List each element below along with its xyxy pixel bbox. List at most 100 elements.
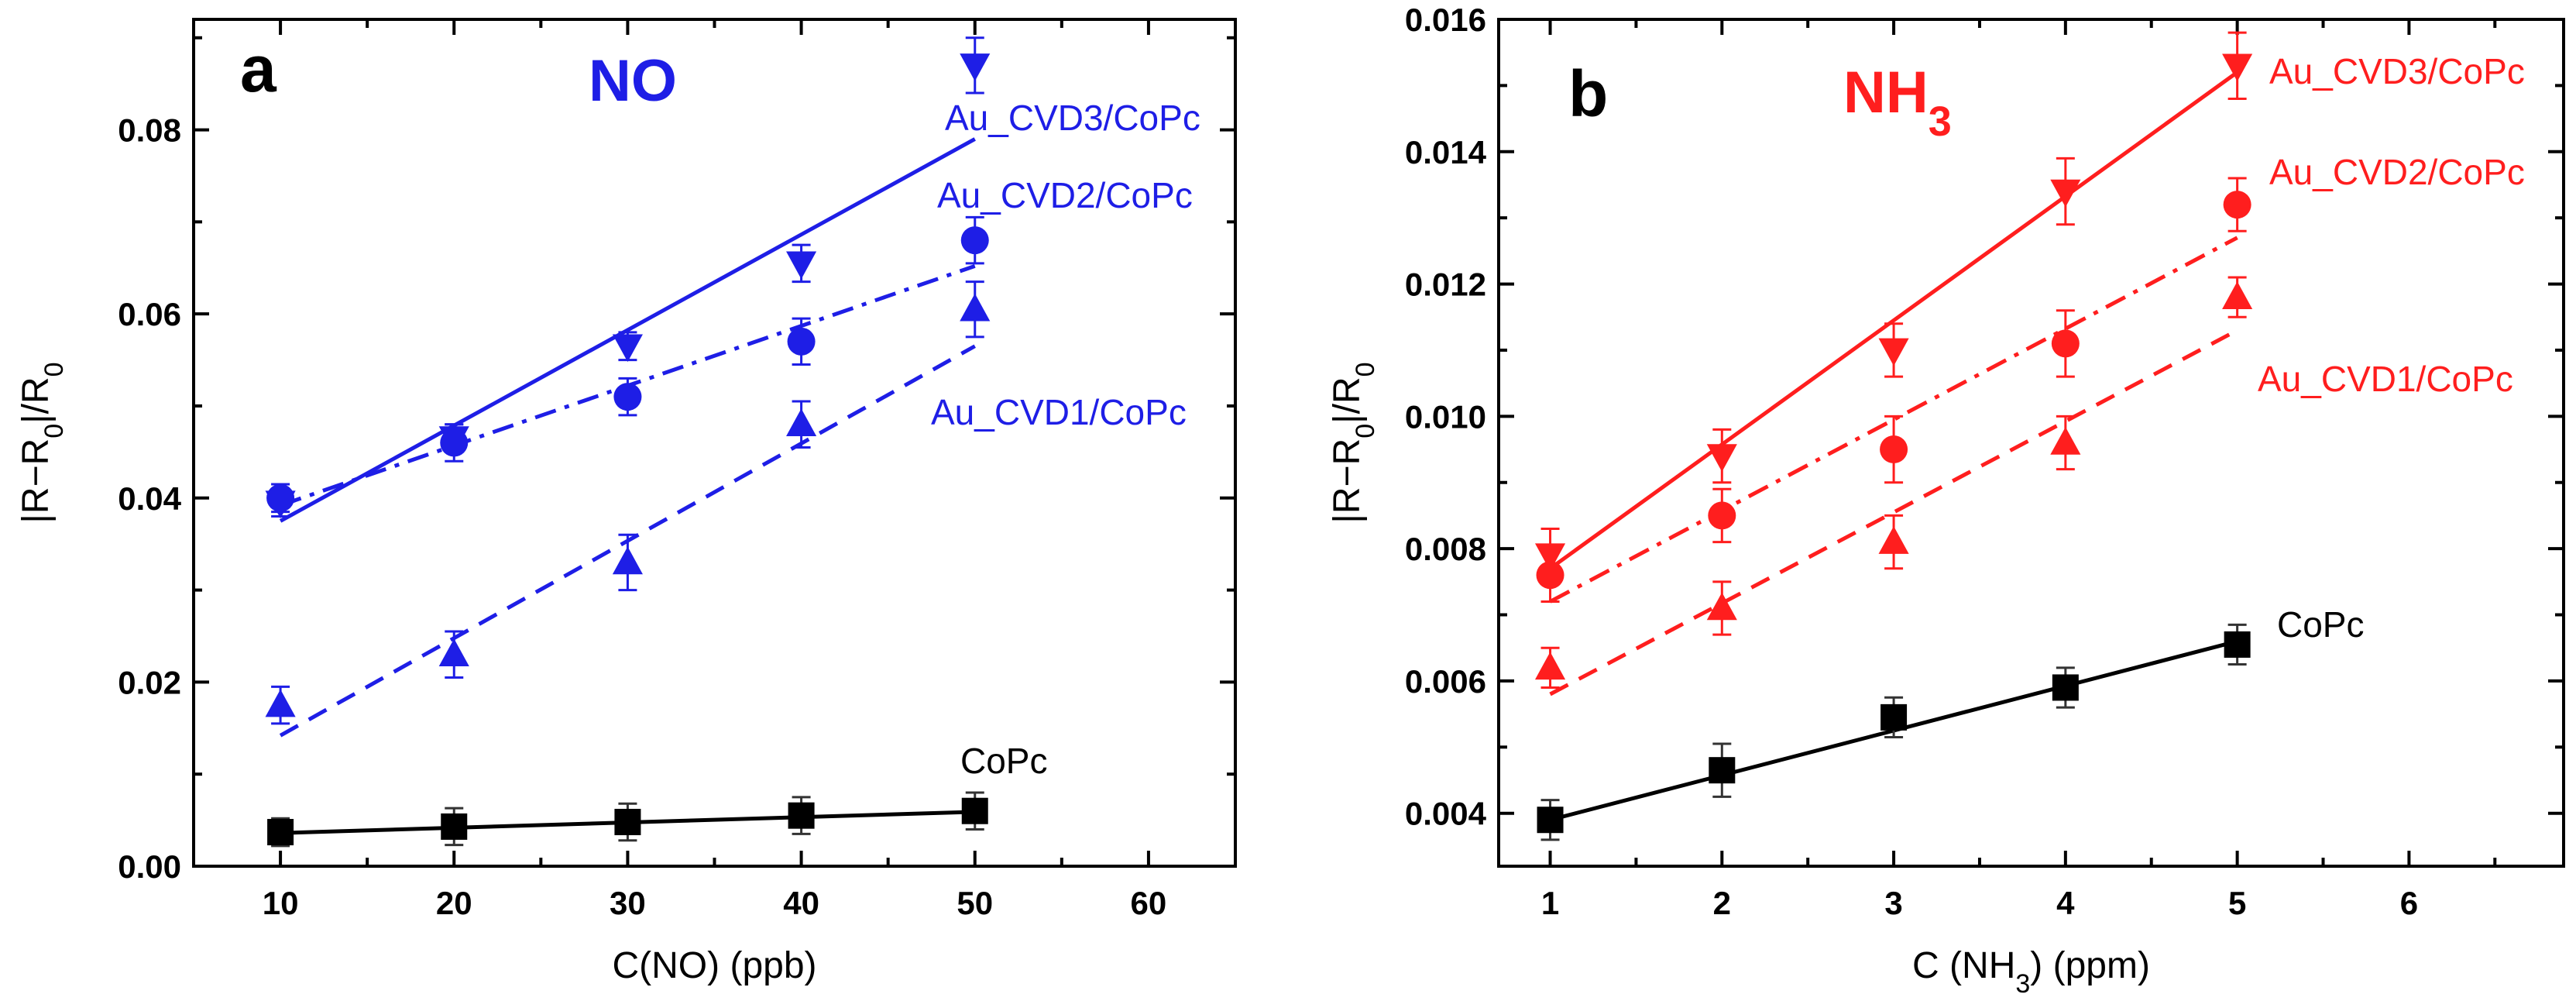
x-tick-label: 20	[436, 885, 472, 921]
y-axis-label-part: 0	[1351, 424, 1380, 439]
x-tick-label: 3	[1884, 885, 1902, 921]
y-tick-label: 0.04	[118, 480, 181, 517]
y-axis-label-part: 0	[1351, 362, 1380, 377]
x-tick-label: 30	[610, 885, 646, 921]
data-point	[2051, 329, 2080, 358]
data-point	[2222, 281, 2253, 309]
data-point	[2224, 631, 2251, 658]
y-tick-label: 0.08	[118, 112, 181, 149]
y-tick-label: 0.014	[1405, 134, 1487, 170]
data-point	[267, 819, 294, 846]
panel-letter: a	[240, 33, 277, 105]
y-tick-label: 0.008	[1405, 531, 1486, 567]
data-point	[1709, 757, 1736, 784]
x-tick-label: 10	[263, 885, 299, 921]
data-point	[1534, 652, 1566, 680]
data-point	[1706, 444, 1737, 472]
y-tick-label: 0.00	[118, 848, 181, 885]
y-tick-label: 0.006	[1405, 663, 1486, 700]
series-copc: CoPc	[267, 741, 1047, 848]
data-point	[2222, 53, 2253, 82]
x-axis-label-part: 3	[2015, 969, 2030, 999]
data-point	[960, 293, 991, 322]
data-point	[960, 226, 989, 255]
series-label: Au_CVD1/CoPc	[2258, 359, 2513, 399]
y-axis-label-part: 0	[39, 362, 69, 377]
data-point	[1878, 338, 1909, 366]
data-point	[612, 546, 643, 575]
x-tick-label: 60	[1131, 885, 1167, 921]
series-au-cvd1-copc: Au_CVD1/CoPc	[1534, 276, 2513, 697]
data-point	[786, 251, 817, 280]
panel-b-nh3-chart: 1 2 3 4 5 6 0.004 0.006 0.008 0.010 0.012 0.014 0.01…	[1327, 2, 2565, 999]
panel-a-no-chart: 10 20 30 40 50 600.000.020.040.060.08|R−R0|/R…	[15, 18, 1237, 986]
data-point	[266, 483, 295, 512]
plot-frame	[192, 18, 1237, 868]
plot-frame	[1497, 18, 2565, 868]
y-tick-label: 0.012	[1405, 267, 1486, 303]
data-point	[614, 808, 641, 835]
series-label: CoPc	[2277, 604, 2364, 645]
panel-title-part: NH	[1843, 60, 1929, 126]
data-point	[613, 383, 642, 411]
data-point	[440, 428, 469, 457]
panel-letter: b	[1568, 57, 1608, 130]
y-axis-label-part: |/R	[1327, 377, 1368, 423]
series-label: Au_CVD3/CoPc	[2269, 51, 2525, 91]
fit-line	[279, 137, 976, 523]
data-point	[1536, 561, 1564, 590]
data-point	[1708, 501, 1736, 530]
data-point	[1537, 807, 1564, 834]
y-tick-label: 0.016	[1405, 2, 1486, 38]
data-point	[1880, 703, 1908, 731]
data-point	[788, 802, 815, 829]
x-tick-label: 40	[783, 885, 819, 921]
series-au-cvd3-copc: Au_CVD3/CoPc	[1534, 31, 2525, 583]
x-axis-label-part: C (NH	[1912, 945, 2015, 986]
data-point	[1880, 435, 1908, 464]
y-axis-label-part: |R−R	[15, 439, 57, 524]
panel-title: NO	[589, 48, 677, 114]
data-point	[438, 638, 469, 667]
data-point	[2223, 191, 2251, 219]
y-axis-label-part: |/R	[15, 377, 57, 423]
data-point	[961, 797, 988, 824]
data-point	[786, 408, 817, 437]
x-axis-label-part: ) (ppm)	[2030, 945, 2150, 986]
x-tick-label: 1	[1541, 885, 1559, 921]
data-point	[1706, 592, 1737, 621]
series-label: Au_CVD2/CoPc	[937, 175, 1193, 215]
y-axis-label: |R−R0|/R0	[1327, 362, 1380, 523]
series-label: Au_CVD3/CoPc	[945, 98, 1200, 138]
y-axis-label: |R−R0|/R0	[15, 362, 69, 523]
data-point	[441, 813, 468, 840]
data-point	[2050, 427, 2081, 455]
x-tick-label: 5	[2228, 885, 2246, 921]
fit-line	[1549, 329, 2238, 697]
series-au-cvd1-copc: Au_CVD1/CoPc	[265, 280, 1187, 738]
series-label: Au_CVD1/CoPc	[931, 392, 1187, 432]
panel-title: NH3	[1843, 60, 1952, 145]
series-copc: CoPc	[1537, 604, 2364, 841]
data-point	[265, 689, 296, 717]
series-au-cvd2-copc: Au_CVD2/CoPc	[266, 175, 1193, 514]
x-tick-label: 4	[2056, 885, 2075, 921]
y-axis-label-part: |R−R	[1327, 439, 1368, 524]
series-label: Au_CVD2/CoPc	[2269, 152, 2525, 192]
panel-title-part: 3	[1929, 98, 1952, 145]
x-axis-label: C (NH3) (ppm)	[1912, 945, 2150, 999]
x-axis-label: C(NO) (ppb)	[612, 945, 816, 986]
y-tick-label: 0.06	[118, 296, 181, 332]
y-tick-label: 0.010	[1405, 398, 1486, 435]
series-label: CoPc	[960, 741, 1047, 781]
series-au-cvd2-copc: Au_CVD2/CoPc	[1536, 152, 2525, 604]
y-tick-label: 0.004	[1405, 796, 1487, 832]
fit-line	[1549, 71, 2239, 570]
x-tick-label: 2	[1713, 885, 1731, 921]
series-au-cvd3-copc: Au_CVD3/CoPc	[265, 36, 1200, 523]
x-tick-label: 6	[2400, 885, 2418, 921]
data-point	[960, 53, 991, 81]
x-tick-label: 50	[957, 885, 993, 921]
data-point	[787, 327, 816, 356]
